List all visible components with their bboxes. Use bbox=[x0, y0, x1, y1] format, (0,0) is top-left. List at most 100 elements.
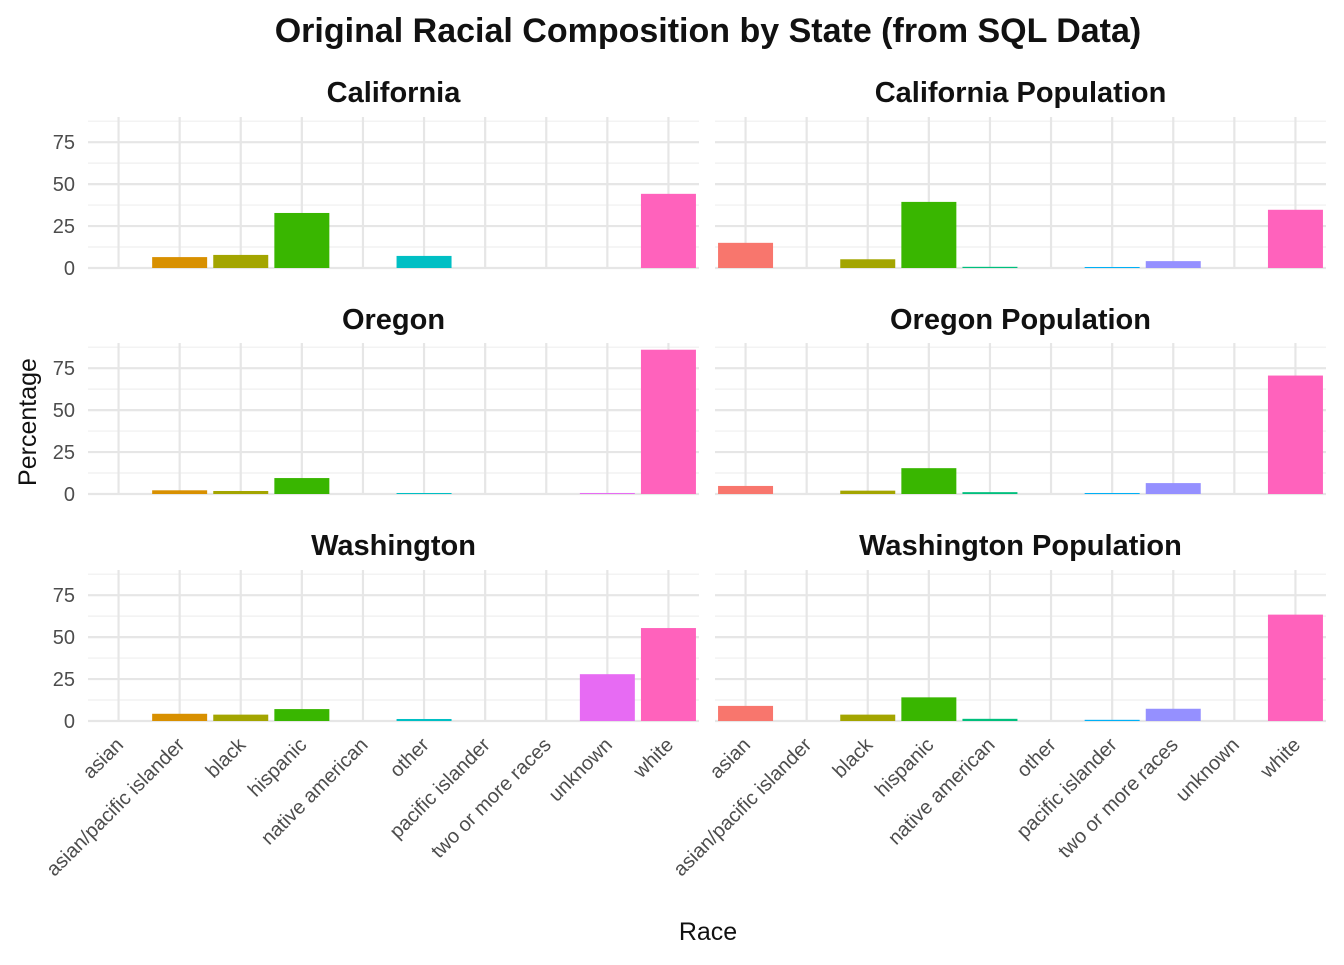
bar bbox=[1267, 614, 1323, 721]
bar bbox=[1145, 261, 1201, 268]
bar bbox=[152, 713, 208, 721]
bar bbox=[962, 718, 1018, 721]
panel-title: Washington Population bbox=[859, 530, 1182, 562]
bar bbox=[274, 709, 330, 721]
bar bbox=[840, 490, 896, 494]
y-tick-label: 0 bbox=[64, 484, 75, 506]
facet-panel: Oregon Population bbox=[715, 304, 1326, 496]
facet-panel: California Population bbox=[715, 77, 1326, 270]
x-tick-label: unknown bbox=[1172, 734, 1244, 806]
y-axis-title: Percentage bbox=[14, 358, 42, 486]
bar bbox=[1145, 483, 1201, 494]
panel-title: Washington bbox=[311, 530, 476, 562]
bar bbox=[962, 266, 1018, 268]
bars bbox=[718, 201, 1323, 268]
y-tick-label: 25 bbox=[53, 669, 75, 691]
minor-gridlines bbox=[715, 346, 1326, 474]
bar bbox=[152, 257, 208, 268]
x-tick-label: asian bbox=[706, 734, 755, 783]
bar bbox=[1145, 708, 1201, 721]
bar bbox=[1084, 493, 1140, 494]
x-tick-label: two or more races bbox=[1054, 734, 1183, 863]
major-gridlines bbox=[715, 367, 1326, 496]
y-tick-label: 50 bbox=[53, 400, 75, 422]
chart-title: Original Racial Composition by State (fr… bbox=[275, 12, 1142, 50]
facet-panel: Oregon 0 25 50 75 bbox=[53, 304, 699, 506]
panel-title: California Population bbox=[875, 77, 1167, 109]
bar bbox=[640, 193, 696, 268]
bar bbox=[579, 674, 635, 721]
bars bbox=[152, 628, 696, 721]
x-tick-label: other bbox=[386, 734, 434, 782]
minor-gridlines bbox=[88, 573, 699, 701]
minor-gridlines bbox=[715, 120, 1326, 248]
bar bbox=[1084, 719, 1140, 721]
x-tick-label: native american bbox=[884, 734, 999, 849]
bar bbox=[640, 628, 696, 721]
y-tick-label: 75 bbox=[53, 358, 75, 380]
y-tick-label: 75 bbox=[53, 585, 75, 607]
facet-panel: Washington Population asianasian/pacific … bbox=[669, 530, 1326, 881]
bar bbox=[901, 697, 957, 721]
bar bbox=[640, 349, 696, 494]
y-tick-label: 25 bbox=[53, 442, 75, 464]
x-tick-label: white bbox=[1256, 734, 1305, 783]
bar bbox=[213, 490, 269, 494]
major-gridlines bbox=[715, 594, 1326, 723]
bar bbox=[213, 254, 269, 268]
bar bbox=[213, 714, 269, 721]
x-tick-label: two or more races bbox=[427, 734, 556, 863]
minor-gridlines bbox=[88, 346, 699, 474]
bar bbox=[901, 201, 957, 268]
panel-title: California bbox=[327, 77, 462, 109]
minor-gridlines bbox=[88, 120, 699, 248]
bar bbox=[840, 714, 896, 721]
vertical-gridlines bbox=[744, 570, 1297, 721]
bar bbox=[1267, 375, 1323, 494]
bar bbox=[396, 718, 452, 721]
x-tick-label: native american bbox=[257, 734, 372, 849]
bars bbox=[152, 193, 696, 268]
bar bbox=[962, 492, 1018, 494]
y-tick-label: 50 bbox=[53, 174, 75, 196]
bar bbox=[396, 255, 452, 268]
minor-gridlines bbox=[715, 573, 1326, 701]
bar bbox=[840, 259, 896, 268]
panels-layer: California 0 25 50 75 California Population Or… bbox=[42, 77, 1326, 881]
bar bbox=[901, 468, 957, 494]
x-axis-title: Race bbox=[679, 918, 737, 946]
bars bbox=[718, 614, 1323, 721]
vertical-gridlines bbox=[744, 343, 1297, 494]
bar bbox=[718, 242, 774, 268]
y-tick-label: 25 bbox=[53, 216, 75, 238]
vertical-gridlines bbox=[117, 343, 670, 494]
bar bbox=[274, 212, 330, 268]
bar bbox=[1084, 267, 1140, 268]
x-tick-label: black bbox=[202, 733, 251, 782]
bar bbox=[718, 485, 774, 494]
x-tick-label: unknown bbox=[545, 734, 617, 806]
bar bbox=[579, 492, 635, 494]
bar bbox=[152, 490, 208, 494]
panel-title: Oregon bbox=[342, 304, 445, 336]
vertical-gridlines bbox=[117, 117, 670, 268]
major-gridlines bbox=[715, 141, 1326, 270]
vertical-gridlines bbox=[744, 117, 1297, 268]
panel-title: Oregon Population bbox=[890, 304, 1151, 336]
x-tick-label: white bbox=[629, 734, 678, 783]
bars bbox=[152, 349, 696, 494]
bar bbox=[396, 493, 452, 494]
bar bbox=[718, 705, 774, 721]
y-tick-label: 50 bbox=[53, 627, 75, 649]
bar bbox=[1267, 209, 1323, 268]
y-tick-label: 0 bbox=[64, 258, 75, 280]
bar bbox=[274, 478, 330, 494]
x-tick-label: asian bbox=[79, 734, 128, 783]
y-tick-label: 75 bbox=[53, 132, 75, 154]
x-tick-label: other bbox=[1013, 734, 1061, 782]
